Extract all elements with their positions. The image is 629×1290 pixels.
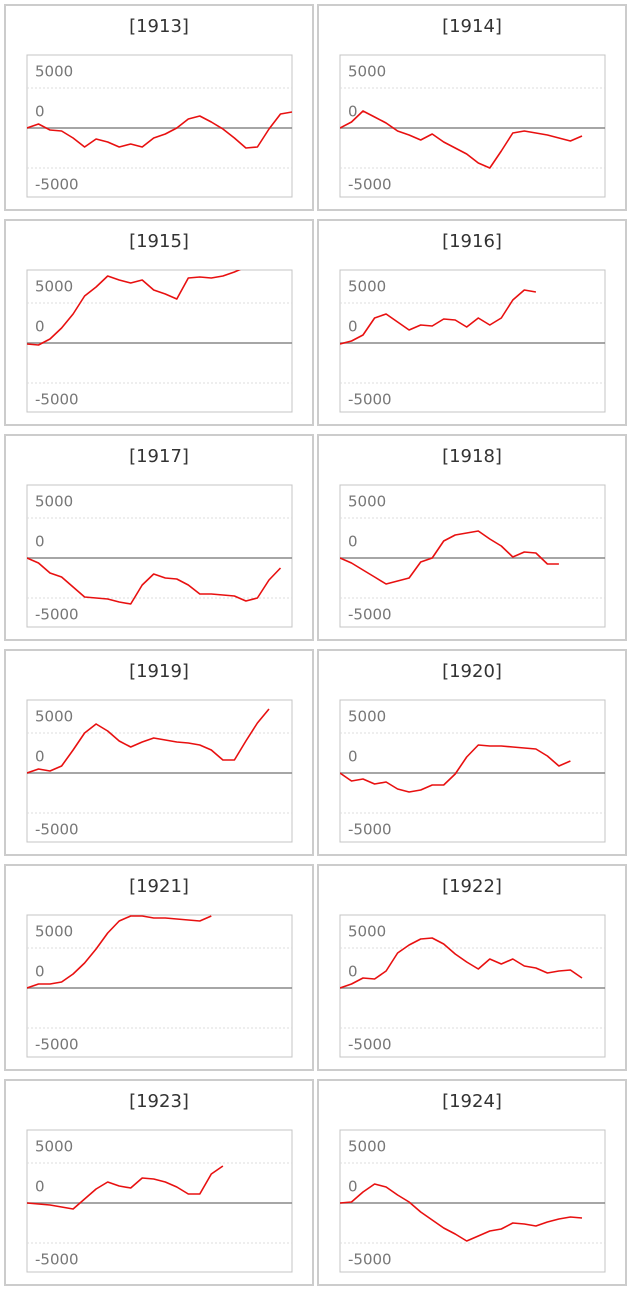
chart-title: [1922]	[442, 876, 502, 897]
chart-panel: [1922] -5000 0 5000	[317, 864, 627, 1071]
y-tick-label: 0	[35, 318, 45, 336]
panel-frame	[317, 4, 627, 211]
data-line	[340, 1183, 583, 1242]
chart-title: [1915]	[129, 231, 189, 252]
chart-title: [1914]	[442, 16, 502, 37]
plot-frame	[26, 914, 293, 1058]
panel-frame	[317, 1079, 627, 1286]
data-line	[340, 744, 571, 793]
chart-panel: [1920] -5000 0 5000	[317, 649, 627, 856]
chart-panel: [1914] -5000 0 5000	[317, 4, 627, 211]
plot-frame	[26, 1129, 293, 1273]
y-tick-label: 0	[35, 1178, 45, 1196]
chart-title: [1924]	[442, 1091, 502, 1112]
chart-panel: [1917] -5000 0 5000	[4, 434, 314, 641]
plot-frame	[26, 484, 293, 628]
y-tick-label: 5000	[348, 278, 386, 296]
data-line	[27, 708, 270, 774]
chart-panel: [1919] -5000 0 5000	[4, 649, 314, 856]
data-line	[340, 110, 583, 169]
chart-panel: [1923] -5000 0 5000	[4, 1079, 314, 1286]
data-line	[27, 111, 292, 149]
plot-frame	[26, 54, 293, 198]
chart-panel: [1915] -5000 0 5000	[4, 219, 314, 426]
y-tick-label: 0	[35, 103, 45, 121]
y-tick-label: 0	[35, 533, 45, 551]
chart-title: [1917]	[129, 446, 189, 467]
chart-panel: [1921] -5000 0 5000	[4, 864, 314, 1071]
y-tick-label: -5000	[348, 176, 392, 194]
y-tick-label: 0	[348, 1178, 358, 1196]
data-line	[340, 937, 583, 989]
y-tick-label: -5000	[35, 391, 79, 409]
panel-frame	[4, 219, 314, 426]
y-tick-label: 0	[348, 748, 358, 766]
y-tick-label: 5000	[35, 63, 73, 81]
y-tick-label: 0	[348, 103, 358, 121]
y-tick-label: 5000	[35, 708, 73, 726]
data-line	[27, 1165, 224, 1210]
plot-frame	[339, 914, 606, 1058]
chart-title: [1918]	[442, 446, 502, 467]
chart-panel: [1913] -5000 0 5000	[4, 4, 314, 211]
y-tick-label: 0	[35, 748, 45, 766]
data-line	[27, 557, 282, 605]
plot-frame	[339, 1129, 606, 1273]
data-line	[340, 289, 537, 345]
plot-frame	[339, 54, 606, 198]
chart-panel: [1918] -5000 0 5000	[317, 434, 627, 641]
y-tick-label: 5000	[348, 923, 386, 941]
y-tick-label: -5000	[35, 606, 79, 624]
y-tick-label: -5000	[348, 1036, 392, 1054]
y-tick-label: -5000	[348, 1251, 392, 1269]
y-tick-label: 0	[348, 318, 358, 336]
y-tick-label: -5000	[348, 821, 392, 839]
plot-frame	[339, 484, 606, 628]
y-tick-label: 5000	[35, 278, 73, 296]
y-tick-label: 5000	[348, 708, 386, 726]
panel-frame	[4, 1079, 314, 1286]
chart-title: [1921]	[129, 876, 189, 897]
y-tick-label: 5000	[348, 1138, 386, 1156]
data-line	[27, 270, 242, 346]
y-tick-label: 0	[348, 963, 358, 981]
y-tick-label: 0	[348, 533, 358, 551]
y-tick-label: 5000	[35, 493, 73, 511]
y-tick-label: 0	[35, 963, 45, 981]
y-tick-label: -5000	[35, 1251, 79, 1269]
panel-frame	[4, 649, 314, 856]
chart-title: [1920]	[442, 661, 502, 682]
plot-frame	[339, 699, 606, 843]
panel-frame	[317, 864, 627, 1071]
y-tick-label: -5000	[35, 821, 79, 839]
panel-frame	[4, 434, 314, 641]
chart-title: [1919]	[129, 661, 189, 682]
y-tick-label: -5000	[35, 176, 79, 194]
panel-frame	[4, 4, 314, 211]
chart-panel: [1916] -5000 0 5000	[317, 219, 627, 426]
y-tick-label: 5000	[35, 1138, 73, 1156]
chart-title: [1913]	[129, 16, 189, 37]
y-tick-label: 5000	[348, 493, 386, 511]
y-tick-label: 5000	[348, 63, 386, 81]
panel-frame	[317, 434, 627, 641]
panel-frame	[4, 864, 314, 1071]
chart-title: [1916]	[442, 231, 502, 252]
plot-frame	[26, 699, 293, 843]
y-tick-label: -5000	[35, 1036, 79, 1054]
y-tick-label: 5000	[35, 923, 73, 941]
y-tick-label: -5000	[348, 606, 392, 624]
y-tick-label: -5000	[348, 391, 392, 409]
plot-frame	[26, 269, 293, 413]
data-line	[340, 530, 559, 585]
data-line	[27, 915, 212, 989]
chart-title: [1923]	[129, 1091, 189, 1112]
chart-panel: [1924] -5000 0 5000	[317, 1079, 627, 1286]
plot-frame	[339, 269, 606, 413]
